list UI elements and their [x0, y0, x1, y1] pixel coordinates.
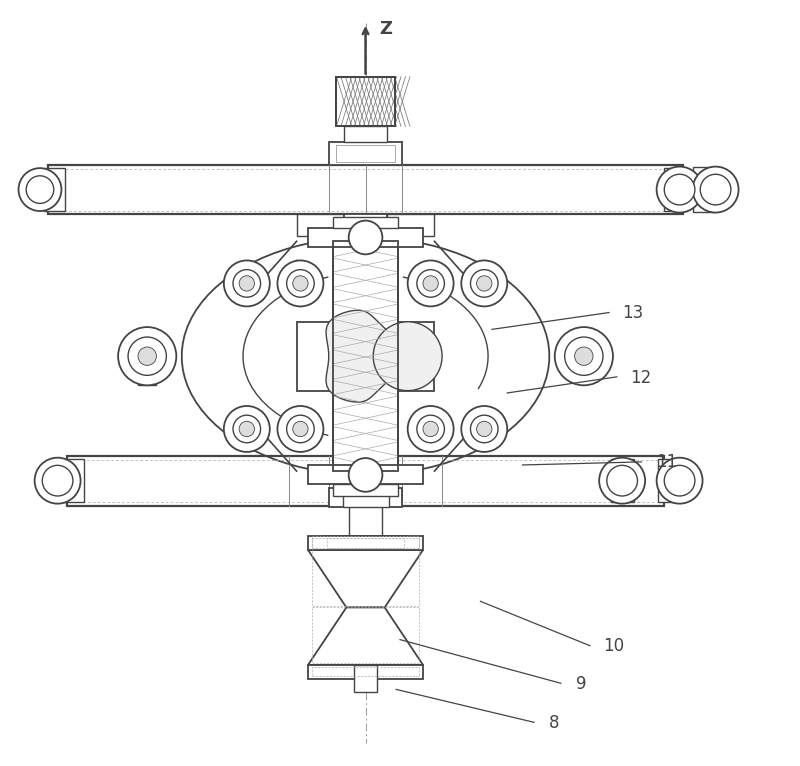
Bar	[387, 214, 434, 236]
Circle shape	[423, 421, 438, 437]
Bar	[308, 465, 423, 484]
Bar	[44, 168, 66, 211]
Bar	[308, 228, 423, 247]
Bar	[138, 374, 157, 385]
Bar	[329, 142, 402, 165]
Bar	[398, 322, 434, 391]
Bar	[664, 168, 687, 211]
Circle shape	[278, 406, 323, 452]
Circle shape	[349, 458, 382, 492]
Text: 11: 11	[657, 453, 678, 471]
Circle shape	[470, 270, 498, 297]
Bar	[66, 456, 664, 506]
Circle shape	[26, 176, 54, 204]
Bar	[312, 607, 419, 663]
Bar	[312, 538, 419, 548]
Bar	[337, 77, 394, 126]
Text: 10: 10	[603, 637, 624, 655]
Bar	[297, 322, 334, 391]
Circle shape	[417, 415, 445, 443]
Bar	[323, 536, 408, 550]
Bar	[349, 506, 382, 536]
Circle shape	[138, 347, 157, 365]
Circle shape	[565, 337, 603, 375]
Circle shape	[239, 276, 254, 291]
Bar	[48, 165, 683, 214]
Bar	[658, 459, 679, 502]
Circle shape	[664, 466, 695, 496]
Circle shape	[470, 415, 498, 443]
Bar	[297, 214, 344, 236]
Bar	[63, 459, 85, 502]
Circle shape	[554, 327, 613, 385]
Circle shape	[477, 421, 492, 437]
Circle shape	[477, 276, 492, 291]
Circle shape	[657, 167, 702, 213]
Circle shape	[599, 457, 645, 504]
Bar	[54, 169, 678, 211]
Circle shape	[462, 406, 507, 452]
Circle shape	[286, 415, 314, 443]
Polygon shape	[308, 607, 423, 665]
Circle shape	[233, 270, 261, 297]
Polygon shape	[326, 310, 402, 402]
Circle shape	[118, 327, 176, 385]
Circle shape	[233, 415, 261, 443]
Text: 8: 8	[550, 714, 560, 732]
Text: 9: 9	[576, 676, 586, 693]
Circle shape	[408, 406, 454, 452]
Circle shape	[239, 421, 254, 437]
Bar	[312, 536, 419, 606]
Circle shape	[664, 175, 695, 205]
Bar	[337, 145, 394, 162]
Circle shape	[293, 276, 308, 291]
Circle shape	[607, 466, 638, 496]
Circle shape	[286, 270, 314, 297]
Polygon shape	[374, 322, 442, 391]
Text: 13: 13	[622, 304, 643, 322]
Circle shape	[700, 175, 731, 205]
Circle shape	[224, 260, 270, 306]
Bar	[693, 167, 714, 212]
Bar	[354, 665, 377, 692]
Circle shape	[423, 276, 438, 291]
Circle shape	[408, 260, 454, 306]
Text: Z: Z	[379, 21, 392, 38]
Text: 12: 12	[630, 369, 651, 387]
Bar	[327, 538, 404, 548]
Circle shape	[693, 167, 738, 213]
Bar	[334, 241, 398, 471]
Bar	[312, 667, 419, 676]
Bar	[334, 484, 398, 496]
Bar	[308, 536, 423, 550]
Circle shape	[349, 221, 382, 254]
Bar	[334, 241, 398, 471]
Circle shape	[18, 169, 62, 211]
Bar	[610, 459, 634, 502]
Circle shape	[128, 337, 166, 375]
Bar	[308, 665, 423, 679]
Bar	[334, 217, 398, 228]
Bar	[337, 77, 394, 126]
Bar	[329, 488, 402, 507]
Bar	[344, 126, 387, 142]
Bar	[344, 214, 387, 230]
Circle shape	[224, 406, 270, 452]
Circle shape	[278, 260, 323, 306]
Circle shape	[42, 466, 73, 496]
Circle shape	[657, 457, 702, 504]
Circle shape	[293, 421, 308, 437]
Polygon shape	[308, 550, 423, 607]
Circle shape	[34, 457, 81, 504]
Circle shape	[574, 347, 593, 365]
Circle shape	[462, 260, 507, 306]
Bar	[73, 460, 658, 502]
Bar	[342, 456, 389, 507]
Circle shape	[417, 270, 445, 297]
